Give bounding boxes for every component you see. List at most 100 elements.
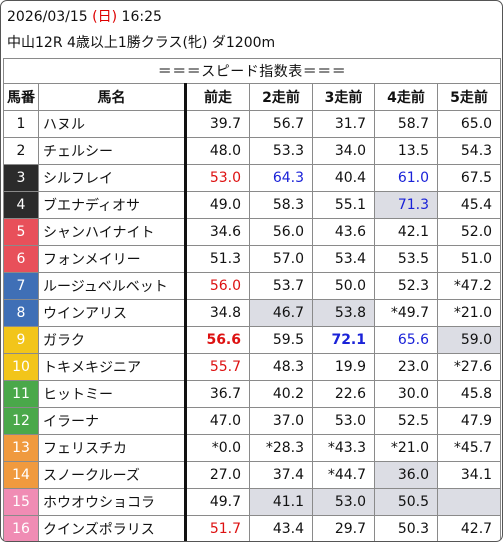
speed-index-cell: 22.6 <box>312 380 375 408</box>
horse-name: ウインアリス <box>38 299 186 327</box>
speed-index-cell: 27.0 <box>184 461 250 489</box>
horse-name: シャンハイナイト <box>38 218 186 246</box>
horse-name: フェリスチカ <box>38 434 186 462</box>
horse-number-badge: 13 <box>3 434 39 462</box>
speed-index-cell: 53.0 <box>184 164 250 192</box>
speed-index-cell: 53.3 <box>249 137 313 165</box>
horse-number-badge: 9 <box>3 326 39 354</box>
horse-number-badge: 16 <box>3 515 39 541</box>
speed-index-cell: 45.8 <box>436 380 502 408</box>
speed-index-cell: 13.5 <box>374 137 438 165</box>
column-header-number: 馬番 <box>3 83 39 111</box>
horse-number-badge: 5 <box>3 218 39 246</box>
speed-index-cell: 40.4 <box>312 164 375 192</box>
speed-index-cell: 53.0 <box>312 488 375 516</box>
horse-name: ハヌル <box>38 110 186 138</box>
speed-index-table: ＝＝＝スピード指数表＝＝＝ 馬番 馬名 前走 2走前 3走前 4走前 5走前 1… <box>2 58 502 541</box>
column-header-5-races-ago: 5走前 <box>436 83 502 111</box>
horse-number-badge: 2 <box>3 137 39 165</box>
speed-index-cell: 71.3 <box>374 191 438 219</box>
column-header-4-races-ago: 4走前 <box>374 83 438 111</box>
speed-index-cell: 65.6 <box>374 326 438 354</box>
horse-number-badge: 6 <box>3 245 39 273</box>
speed-index-cell: 58.3 <box>249 191 313 219</box>
column-header-3-races-ago: 3走前 <box>312 83 375 111</box>
speed-index-cell: 50.3 <box>374 515 438 541</box>
speed-index-cell: 72.1 <box>312 326 375 354</box>
speed-index-cell: 52.0 <box>436 218 502 246</box>
horse-name: ヒットミー <box>38 380 186 408</box>
horse-name: フォンメイリー <box>38 245 186 273</box>
speed-index-cell: *21.0 <box>436 299 502 327</box>
speed-index-cell: 53.5 <box>374 245 438 273</box>
table-row: 5 シャンハイナイト 34.6 56.0 43.6 42.1 52.0 <box>3 218 502 246</box>
speed-index-cell: 34.0 <box>312 137 375 165</box>
speed-index-cell: 34.8 <box>184 299 250 327</box>
speed-index-cell: 50.5 <box>374 488 438 516</box>
speed-index-cell: 64.3 <box>249 164 313 192</box>
race-info: 中山12R 4歳以上1勝クラス(牝) ダ1200m <box>7 35 276 51</box>
horse-name: スノークルーズ <box>38 461 186 489</box>
horse-name: トキメキジニア <box>38 353 186 381</box>
table-row: 15 ホウオウショコラ 49.7 41.1 53.0 50.5 <box>3 488 502 516</box>
table-row: 4 ブエナディオサ 49.0 58.3 55.1 71.3 45.4 <box>3 191 502 219</box>
table-row: 16 クインズポラリス 51.7 43.4 29.7 50.3 42.7 <box>3 515 502 541</box>
speed-index-cell: 56.0 <box>249 218 313 246</box>
speed-index-cell: *43.3 <box>312 434 375 462</box>
speed-index-cell: 47.0 <box>184 407 250 435</box>
speed-index-cell: 29.7 <box>312 515 375 541</box>
horse-number-badge: 11 <box>3 380 39 408</box>
speed-index-cell: *47.2 <box>436 272 502 300</box>
speed-index-cell: 56.6 <box>184 326 250 354</box>
speed-index-cell: 45.4 <box>436 191 502 219</box>
speed-index-cell: 53.7 <box>249 272 313 300</box>
table-row: 14 スノークルーズ 27.0 37.4 *44.7 36.0 34.1 <box>3 461 502 489</box>
speed-index-cell: 43.6 <box>312 218 375 246</box>
speed-index-cell: *44.7 <box>312 461 375 489</box>
horse-name: クインズポラリス <box>38 515 186 541</box>
table-body: 1 ハヌル 39.7 56.7 31.7 58.7 65.0 2 チェルシー 48.0 53.3 34… <box>3 110 502 541</box>
table-row: 1 ハヌル 39.7 56.7 31.7 58.7 65.0 <box>3 110 502 138</box>
race-date: 2026/03/15 <box>7 9 88 25</box>
race-datetime: 2026/03/15 (日) 16:25 <box>7 7 162 27</box>
speed-index-cell: 49.0 <box>184 191 250 219</box>
speed-index-cell: *28.3 <box>249 434 313 462</box>
speed-index-cell: 55.7 <box>184 353 250 381</box>
horse-number-badge: 8 <box>3 299 39 327</box>
speed-index-cell: *21.0 <box>374 434 438 462</box>
speed-index-cell: 53.4 <box>312 245 375 273</box>
speed-index-cell: 36.7 <box>184 380 250 408</box>
table-row: 10 トキメキジニア 55.7 48.3 19.9 23.0 *27.6 <box>3 353 502 381</box>
speed-index-cell: 42.1 <box>374 218 438 246</box>
speed-index-cell: 34.6 <box>184 218 250 246</box>
horse-name: イラーナ <box>38 407 186 435</box>
table-row: 6 フォンメイリー 51.3 57.0 53.4 53.5 51.0 <box>3 245 502 273</box>
horse-name: ルージュベルベット <box>38 272 186 300</box>
horse-name: チェルシー <box>38 137 186 165</box>
horse-number-badge: 1 <box>3 110 39 138</box>
speed-index-cell: 30.0 <box>374 380 438 408</box>
speed-index-cell: 51.0 <box>436 245 502 273</box>
speed-index-cell: 65.0 <box>436 110 502 138</box>
speed-index-cell: 59.0 <box>436 326 502 354</box>
table-row: 2 チェルシー 48.0 53.3 34.0 13.5 54.3 <box>3 137 502 165</box>
speed-index-cell: 43.4 <box>249 515 313 541</box>
speed-index-cell: 39.7 <box>184 110 250 138</box>
table-row: 3 シルフレイ 53.0 64.3 40.4 61.0 67.5 <box>3 164 502 192</box>
speed-index-cell: 52.3 <box>374 272 438 300</box>
horse-name: ブエナディオサ <box>38 191 186 219</box>
speed-index-cell: 36.0 <box>374 461 438 489</box>
speed-index-cell: *49.7 <box>374 299 438 327</box>
speed-index-cell: 40.2 <box>249 380 313 408</box>
table-row: 12 イラーナ 47.0 37.0 53.0 52.5 47.9 <box>3 407 502 435</box>
horse-name: シルフレイ <box>38 164 186 192</box>
speed-index-cell: 47.9 <box>436 407 502 435</box>
speed-index-cell: 37.0 <box>249 407 313 435</box>
speed-index-cell: *27.6 <box>436 353 502 381</box>
speed-index-cell: 52.5 <box>374 407 438 435</box>
table-title: ＝＝＝スピード指数表＝＝＝ <box>2 58 502 84</box>
speed-index-cell: 53.0 <box>312 407 375 435</box>
speed-index-cell: 53.8 <box>312 299 375 327</box>
race-weekday: (日) <box>92 9 118 25</box>
